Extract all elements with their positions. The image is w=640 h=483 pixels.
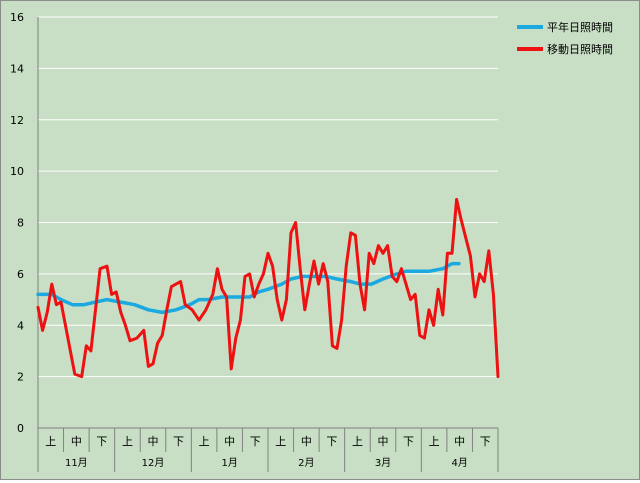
y-tick-label: 12 [10,114,24,127]
y-tick-label: 14 [10,62,24,75]
legend-label: 移動日照時間 [547,42,613,56]
x-tick-label-dekad: 下 [480,435,491,448]
series-line [36,261,461,315]
y-tick-label: 8 [17,217,24,230]
x-tick-label-dekad: 下 [173,435,184,448]
legend-label: 平年日照時間 [547,20,613,34]
x-tick-label-dekad: 下 [326,435,337,448]
y-tick-label: 6 [17,268,24,281]
x-tick-label-dekad: 中 [148,435,159,448]
x-tick-label-dekad: 上 [352,435,363,448]
x-tick-label-dekad: 下 [250,435,261,448]
y-tick-label: 4 [17,319,24,332]
x-tick-label-dekad: 上 [429,435,440,448]
y-tick-label: 16 [10,11,24,24]
series-line [36,197,500,379]
y-tick-label: 0 [17,422,24,435]
x-tick-label-month: 11月 [65,457,88,469]
x-tick-label-dekad: 上 [45,435,56,448]
x-tick-label-dekad: 下 [96,435,107,448]
x-tick-label-dekad: 中 [224,435,235,448]
y-tick-label: 2 [17,371,24,384]
x-tick-label-dekad: 中 [301,435,312,448]
x-tick-label-month: 4月 [451,457,467,469]
gridlines [38,16,498,378]
axes: 0246810121416上中下11月上中下12月上中下1月上中下2月上中下3月… [10,11,499,472]
x-tick-label-month: 2月 [298,457,314,469]
x-tick-label-dekad: 中 [378,435,389,448]
x-tick-label-month: 3月 [375,457,391,469]
x-tick-label-dekad: 中 [71,435,82,448]
y-tick-label: 10 [10,165,24,178]
x-tick-label-dekad: 上 [122,435,133,448]
x-tick-label-month: 1月 [221,457,237,469]
x-tick-label-dekad: 下 [403,435,414,448]
x-tick-label-dekad: 上 [199,435,210,448]
x-tick-label-dekad: 上 [275,435,286,448]
series-lines [36,197,500,379]
x-tick-label-month: 12月 [142,457,165,469]
x-tick-label-dekad: 中 [454,435,465,448]
